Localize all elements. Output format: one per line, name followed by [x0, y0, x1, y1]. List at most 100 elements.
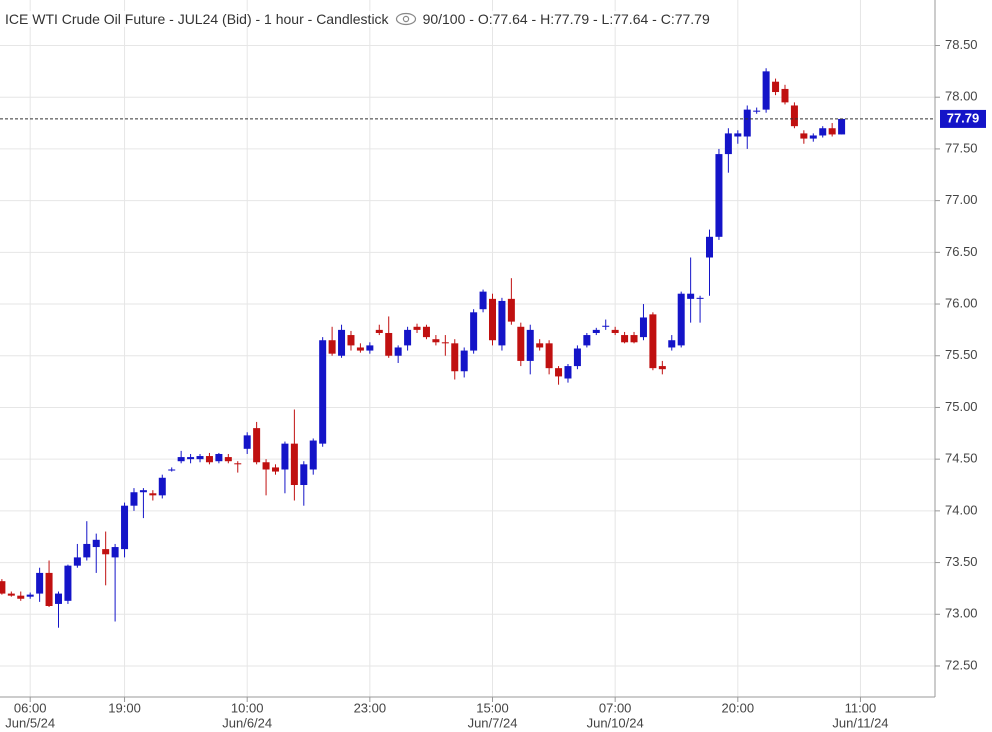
- candle-body: [0, 581, 6, 594]
- candle-body: [196, 456, 204, 460]
- candle-body: [734, 133, 742, 137]
- x-tick-label: 20:00: [722, 700, 755, 715]
- candle-body: [621, 335, 629, 343]
- candle-body: [338, 329, 346, 356]
- candle-body: [404, 329, 412, 346]
- candle-body: [375, 329, 383, 333]
- candle-body: [753, 110, 761, 112]
- x-tick-label: 15:00: [476, 700, 509, 715]
- x-tick-label: 11:00: [845, 700, 877, 715]
- candle-body: [668, 340, 676, 348]
- candle-body: [262, 462, 270, 470]
- x-tick-label: 10:00: [231, 700, 264, 715]
- candle-body: [706, 236, 714, 258]
- x-date-label: Jun/5/24: [5, 715, 55, 730]
- candle-body: [809, 135, 817, 139]
- candle-body: [489, 298, 497, 341]
- x-tick-label: 07:00: [599, 700, 632, 715]
- candle-body: [149, 493, 157, 496]
- candle-body: [64, 565, 72, 601]
- candle-body: [83, 543, 91, 558]
- candle-body: [696, 297, 704, 299]
- x-tick-label: 19:00: [108, 700, 141, 715]
- candle-body: [838, 118, 846, 135]
- candle-body: [271, 467, 279, 472]
- candle-body: [111, 547, 119, 558]
- candle-body: [687, 293, 695, 299]
- x-tick-label: 23:00: [354, 700, 387, 715]
- chart-header: ICE WTI Crude Oil Future - JUL24 (Bid) -…: [5, 11, 710, 27]
- candle-body: [394, 347, 402, 356]
- candle-body: [319, 340, 327, 444]
- candle-body: [224, 457, 232, 462]
- candle-body: [517, 326, 525, 361]
- candle-body: [602, 325, 610, 327]
- candle-body: [281, 443, 289, 470]
- candle-body: [177, 457, 185, 462]
- candle-body: [432, 339, 440, 343]
- candle-body: [470, 312, 478, 351]
- candle-body: [413, 326, 421, 330]
- candle-body: [781, 88, 789, 103]
- candle-body: [366, 345, 374, 351]
- candle-body: [168, 469, 176, 471]
- candle-body: [743, 109, 751, 137]
- candle-body: [526, 329, 534, 361]
- candle-body: [611, 329, 619, 333]
- candle-body: [139, 490, 147, 493]
- y-tick-label: 76.00: [945, 295, 978, 310]
- quote-text: 90/100 - O:77.64 - H:77.79 - L:77.64 - C…: [422, 11, 710, 27]
- candle-body: [356, 347, 364, 351]
- candle-body: [800, 133, 808, 139]
- candle-body: [819, 128, 827, 136]
- y-tick-label: 77.00: [945, 192, 978, 207]
- candle-body: [583, 335, 591, 346]
- candle-body: [545, 343, 553, 369]
- candle-body: [772, 81, 780, 93]
- y-tick-label: 78.00: [945, 89, 978, 104]
- candle-body: [460, 350, 468, 372]
- chart-title: ICE WTI Crude Oil Future - JUL24 (Bid) -…: [5, 11, 389, 27]
- candle-body: [17, 595, 25, 599]
- candle-body: [677, 293, 685, 346]
- candle-body: [347, 335, 355, 346]
- candle-body: [328, 340, 336, 354]
- candle-body: [441, 342, 449, 344]
- candle-body: [507, 298, 515, 322]
- y-tick-label: 77.50: [945, 140, 978, 155]
- candle-body: [828, 128, 836, 135]
- candle-body: [130, 492, 138, 506]
- candle-body: [54, 593, 62, 604]
- candle-body: [73, 557, 81, 566]
- y-tick-label: 74.50: [945, 451, 978, 466]
- candle-body: [234, 463, 242, 465]
- last-price-box: [940, 109, 986, 128]
- last-price-label: 77.79: [947, 110, 980, 125]
- x-date-label: Jun/7/24: [468, 715, 518, 730]
- x-tick-label: 06:00: [14, 700, 47, 715]
- candle-body: [385, 332, 393, 356]
- candle-body: [309, 440, 317, 470]
- candle-body: [630, 335, 638, 343]
- candle-body: [7, 593, 15, 596]
- candle-body: [536, 343, 544, 348]
- candle-body: [422, 326, 430, 338]
- candle-body: [479, 291, 487, 310]
- candle-body: [290, 443, 298, 486]
- candle-body: [555, 368, 563, 377]
- eye-icon[interactable]: [395, 12, 417, 26]
- candle-body: [243, 435, 251, 449]
- candle-body: [36, 572, 44, 594]
- candle-body: [26, 594, 34, 597]
- x-date-label: Jun/10/24: [587, 715, 644, 730]
- candle-body: [451, 343, 459, 372]
- candle-body: [715, 154, 723, 237]
- candle-body: [253, 428, 261, 463]
- candle-body: [639, 317, 647, 338]
- y-tick-label: 73.00: [945, 606, 978, 621]
- candle-body: [205, 456, 213, 463]
- x-date-label: Jun/11/24: [832, 715, 888, 730]
- y-tick-label: 78.50: [945, 37, 978, 52]
